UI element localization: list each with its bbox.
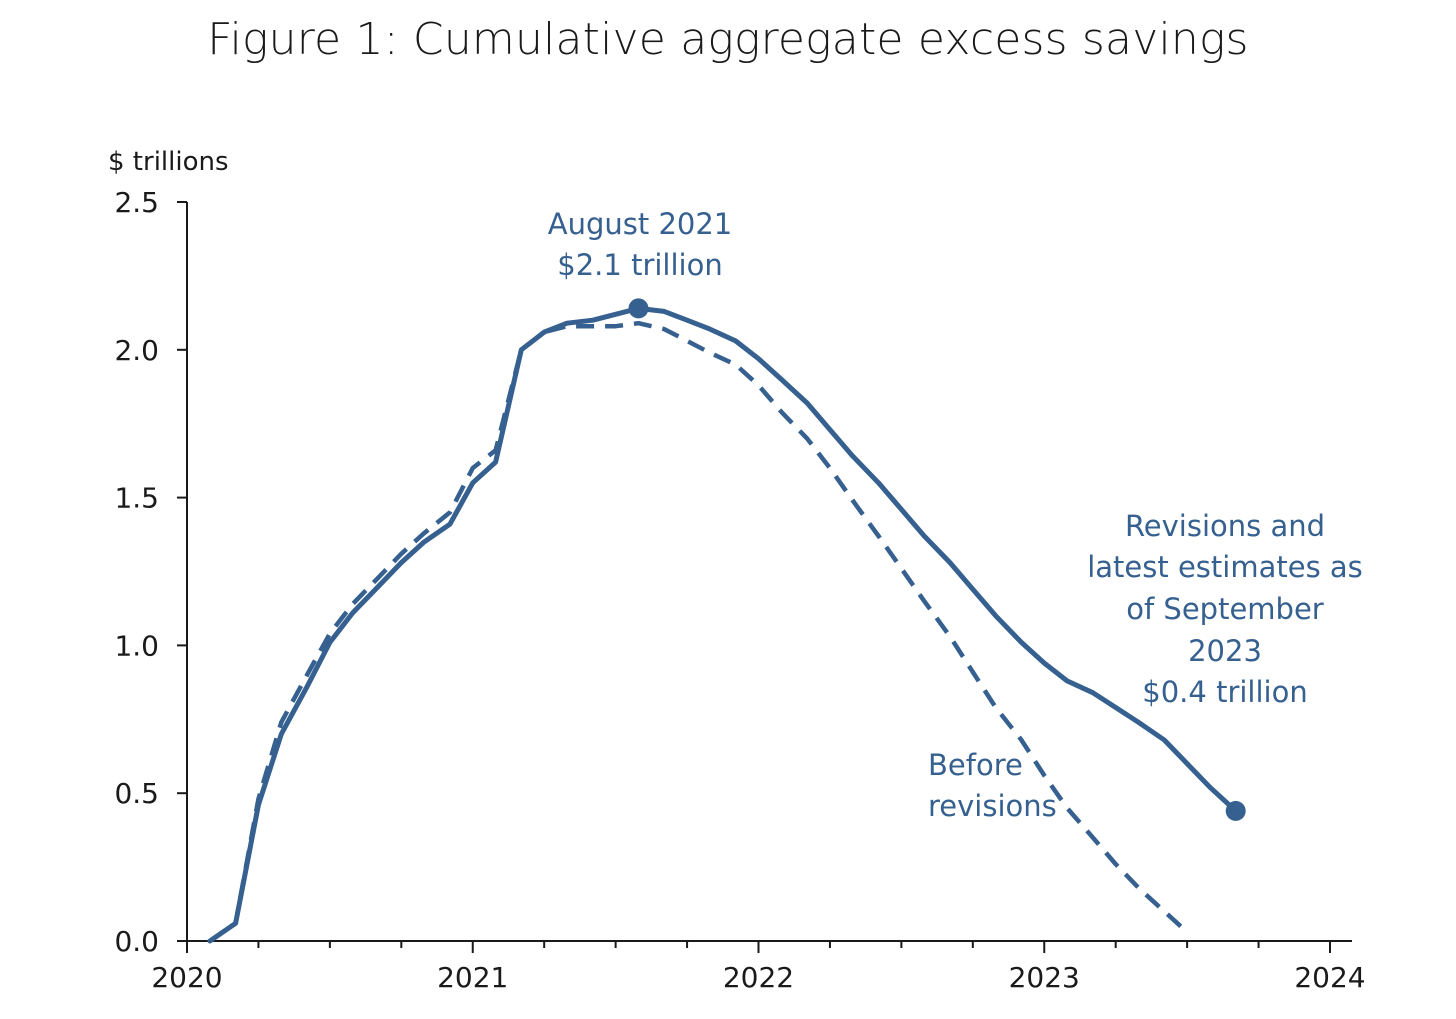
annotation-latest-line2: latest estimates as	[1087, 550, 1363, 584]
annotation-latest-line3: of September	[1126, 592, 1324, 626]
latest-marker	[1225, 800, 1246, 821]
peak-marker	[628, 298, 649, 319]
annotation-before-line2: revisions	[928, 789, 1057, 823]
y-tick-label: 0.0	[114, 925, 159, 958]
y-axis-unit-label: $ trillions	[108, 147, 229, 177]
annotation-peak-value: $2.1 trillion	[557, 248, 722, 282]
x-tick-label: 2024	[1294, 961, 1365, 994]
x-tick-label: 2022	[723, 961, 794, 994]
annotation-latest-line1: Revisions and	[1125, 509, 1325, 543]
x-tick-label: 2021	[437, 961, 508, 994]
y-tick-label: 1.5	[114, 482, 159, 515]
y-tick-label: 1.0	[114, 629, 159, 662]
annotation-latest-line5: $0.4 trillion	[1142, 675, 1307, 709]
x-tick-label: 2020	[151, 961, 222, 994]
y-tick-label: 0.5	[114, 777, 159, 810]
annotation-before-line1: Before	[928, 748, 1023, 782]
plot-area: 0.0 0.5 1.0 1.5 2.0 2.5 2020 2021 2022 2023 2024	[114, 186, 1365, 994]
annotation-latest-line4: 2023	[1188, 634, 1262, 668]
annotation-latest: Revisions and latest estimates as of Sep…	[1087, 509, 1363, 709]
series-line-before-revisions	[208, 320, 1189, 943]
chart-title: Figure 1: Cumulative aggregate excess sa…	[207, 14, 1249, 65]
series-line-revised	[207, 305, 1239, 944]
annotation-before-revisions: Before revisions	[928, 748, 1057, 823]
annotation-peak: August 2021 $2.1 trillion	[548, 207, 733, 282]
x-tick-label: 2023	[1009, 961, 1080, 994]
y-tick-label: 2.5	[114, 186, 159, 219]
y-tick-label: 2.0	[114, 334, 159, 367]
annotation-peak-date: August 2021	[548, 207, 733, 241]
